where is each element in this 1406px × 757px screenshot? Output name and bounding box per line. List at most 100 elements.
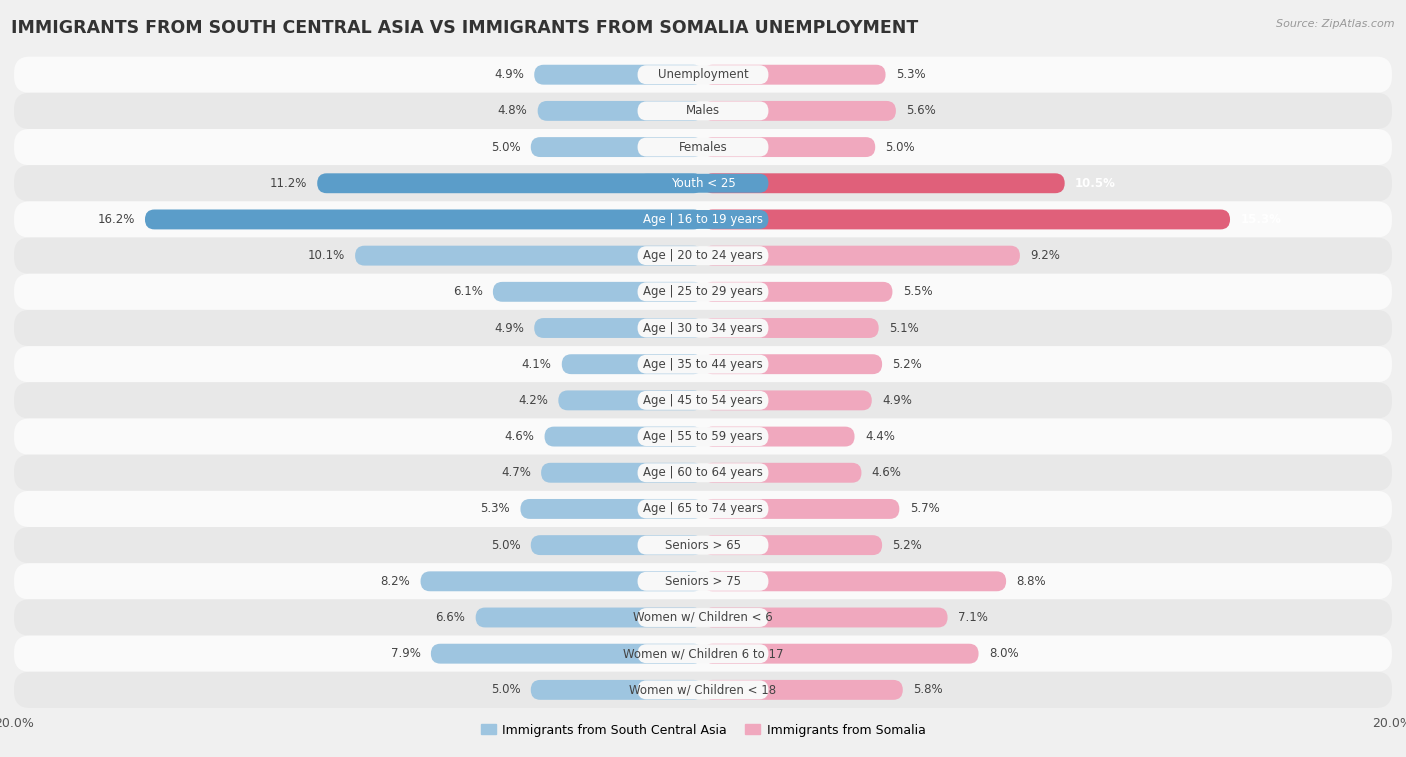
- FancyBboxPatch shape: [14, 57, 1392, 93]
- Text: Age | 55 to 59 years: Age | 55 to 59 years: [643, 430, 763, 443]
- FancyBboxPatch shape: [703, 210, 1230, 229]
- Text: Source: ZipAtlas.com: Source: ZipAtlas.com: [1277, 19, 1395, 29]
- Text: 15.3%: 15.3%: [1240, 213, 1281, 226]
- Text: Women w/ Children 6 to 17: Women w/ Children 6 to 17: [623, 647, 783, 660]
- Text: Age | 45 to 54 years: Age | 45 to 54 years: [643, 394, 763, 407]
- FancyBboxPatch shape: [534, 318, 703, 338]
- FancyBboxPatch shape: [637, 427, 769, 446]
- FancyBboxPatch shape: [475, 608, 703, 628]
- Text: Females: Females: [679, 141, 727, 154]
- FancyBboxPatch shape: [637, 644, 769, 663]
- Text: 5.0%: 5.0%: [491, 141, 520, 154]
- FancyBboxPatch shape: [534, 65, 703, 85]
- FancyBboxPatch shape: [703, 246, 1019, 266]
- FancyBboxPatch shape: [531, 535, 703, 555]
- FancyBboxPatch shape: [703, 427, 855, 447]
- FancyBboxPatch shape: [420, 572, 703, 591]
- Text: Age | 30 to 34 years: Age | 30 to 34 years: [643, 322, 763, 335]
- FancyBboxPatch shape: [703, 173, 1064, 193]
- Text: Age | 25 to 29 years: Age | 25 to 29 years: [643, 285, 763, 298]
- Text: 4.9%: 4.9%: [494, 322, 524, 335]
- FancyBboxPatch shape: [703, 535, 882, 555]
- FancyBboxPatch shape: [14, 201, 1392, 238]
- Text: 5.5%: 5.5%: [903, 285, 932, 298]
- Text: 10.5%: 10.5%: [1076, 177, 1116, 190]
- FancyBboxPatch shape: [637, 65, 769, 84]
- Text: 5.0%: 5.0%: [491, 684, 520, 696]
- Text: 4.6%: 4.6%: [872, 466, 901, 479]
- FancyBboxPatch shape: [14, 491, 1392, 527]
- FancyBboxPatch shape: [14, 636, 1392, 671]
- FancyBboxPatch shape: [14, 600, 1392, 636]
- FancyBboxPatch shape: [703, 282, 893, 302]
- FancyBboxPatch shape: [14, 93, 1392, 129]
- Text: 5.2%: 5.2%: [893, 358, 922, 371]
- FancyBboxPatch shape: [14, 274, 1392, 310]
- FancyBboxPatch shape: [637, 319, 769, 338]
- Text: 5.2%: 5.2%: [893, 539, 922, 552]
- FancyBboxPatch shape: [703, 680, 903, 699]
- FancyBboxPatch shape: [703, 137, 875, 157]
- FancyBboxPatch shape: [558, 391, 703, 410]
- FancyBboxPatch shape: [14, 310, 1392, 346]
- FancyBboxPatch shape: [637, 572, 769, 590]
- FancyBboxPatch shape: [537, 101, 703, 121]
- Text: 7.1%: 7.1%: [957, 611, 988, 624]
- FancyBboxPatch shape: [356, 246, 703, 266]
- FancyBboxPatch shape: [703, 318, 879, 338]
- FancyBboxPatch shape: [637, 246, 769, 265]
- Text: 5.3%: 5.3%: [896, 68, 925, 81]
- FancyBboxPatch shape: [562, 354, 703, 374]
- Text: 6.6%: 6.6%: [436, 611, 465, 624]
- FancyBboxPatch shape: [14, 165, 1392, 201]
- Text: 4.7%: 4.7%: [501, 466, 531, 479]
- FancyBboxPatch shape: [14, 129, 1392, 165]
- Text: Seniors > 65: Seniors > 65: [665, 539, 741, 552]
- Text: Women w/ Children < 6: Women w/ Children < 6: [633, 611, 773, 624]
- FancyBboxPatch shape: [14, 238, 1392, 274]
- FancyBboxPatch shape: [14, 527, 1392, 563]
- FancyBboxPatch shape: [318, 173, 703, 193]
- Text: 4.8%: 4.8%: [498, 104, 527, 117]
- Text: 8.0%: 8.0%: [988, 647, 1018, 660]
- FancyBboxPatch shape: [637, 500, 769, 519]
- Text: 5.7%: 5.7%: [910, 503, 939, 516]
- Text: 9.2%: 9.2%: [1031, 249, 1060, 262]
- FancyBboxPatch shape: [703, 499, 900, 519]
- FancyBboxPatch shape: [637, 608, 769, 627]
- FancyBboxPatch shape: [637, 138, 769, 157]
- FancyBboxPatch shape: [14, 419, 1392, 455]
- FancyBboxPatch shape: [703, 643, 979, 664]
- FancyBboxPatch shape: [494, 282, 703, 302]
- Text: 4.1%: 4.1%: [522, 358, 551, 371]
- Text: Males: Males: [686, 104, 720, 117]
- Text: Age | 65 to 74 years: Age | 65 to 74 years: [643, 503, 763, 516]
- FancyBboxPatch shape: [14, 382, 1392, 419]
- FancyBboxPatch shape: [703, 463, 862, 483]
- Text: 4.6%: 4.6%: [505, 430, 534, 443]
- Text: 5.6%: 5.6%: [907, 104, 936, 117]
- Text: 16.2%: 16.2%: [97, 213, 135, 226]
- Legend: Immigrants from South Central Asia, Immigrants from Somalia: Immigrants from South Central Asia, Immi…: [475, 718, 931, 742]
- FancyBboxPatch shape: [544, 427, 703, 447]
- FancyBboxPatch shape: [703, 572, 1007, 591]
- FancyBboxPatch shape: [145, 210, 703, 229]
- FancyBboxPatch shape: [430, 643, 703, 664]
- FancyBboxPatch shape: [637, 355, 769, 374]
- Text: Youth < 25: Youth < 25: [671, 177, 735, 190]
- FancyBboxPatch shape: [637, 681, 769, 699]
- FancyBboxPatch shape: [637, 210, 769, 229]
- Text: 6.1%: 6.1%: [453, 285, 482, 298]
- Text: 8.8%: 8.8%: [1017, 575, 1046, 587]
- Text: Age | 60 to 64 years: Age | 60 to 64 years: [643, 466, 763, 479]
- Text: 4.2%: 4.2%: [519, 394, 548, 407]
- Text: Seniors > 75: Seniors > 75: [665, 575, 741, 587]
- Text: 10.1%: 10.1%: [308, 249, 344, 262]
- FancyBboxPatch shape: [637, 463, 769, 482]
- Text: 5.0%: 5.0%: [491, 539, 520, 552]
- Text: 5.1%: 5.1%: [889, 322, 918, 335]
- FancyBboxPatch shape: [14, 563, 1392, 600]
- Text: 5.8%: 5.8%: [912, 684, 943, 696]
- FancyBboxPatch shape: [637, 174, 769, 193]
- FancyBboxPatch shape: [703, 65, 886, 85]
